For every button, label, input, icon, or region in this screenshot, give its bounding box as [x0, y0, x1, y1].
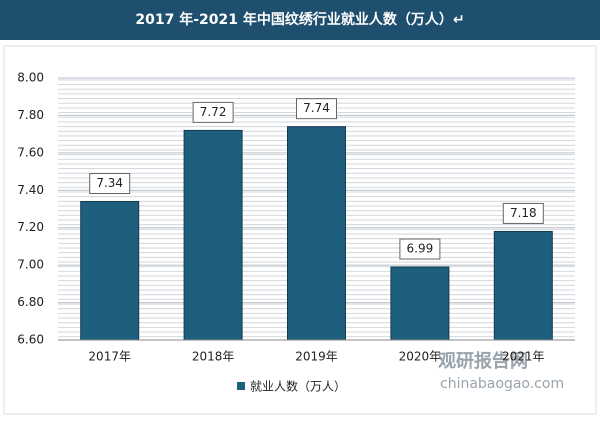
- x-tick-label: 2019年: [295, 350, 338, 364]
- y-tick-label: 8.00: [17, 71, 44, 85]
- value-label: 7.18: [510, 206, 537, 220]
- chart-title: 2017 年-2021 年中国纹绣行业就业人数（万人）↵: [135, 11, 464, 28]
- watermark-brand: 观研报告网: [438, 350, 528, 372]
- value-label: 7.74: [303, 101, 330, 115]
- value-label-box: [502, 202, 544, 224]
- value-label-box: [399, 238, 441, 260]
- x-tick-label: 2017年: [88, 350, 131, 364]
- y-tick-label: 6.60: [17, 333, 44, 347]
- bar: [80, 201, 140, 341]
- value-label-box: [296, 98, 337, 120]
- value-label-box: [89, 173, 131, 195]
- value-label: 6.99: [407, 242, 434, 256]
- x-tick-label: 2020年: [399, 350, 442, 364]
- bar: [287, 126, 346, 341]
- legend-swatch: [237, 382, 245, 390]
- y-tick-label: 7.40: [17, 183, 44, 197]
- y-tick-label: 7.80: [17, 108, 44, 122]
- title-bar: [0, 0, 600, 40]
- y-tick-label: 7.60: [17, 145, 44, 159]
- y-tick-label: 7.00: [17, 258, 44, 272]
- bar: [390, 266, 450, 341]
- legend: 就业人数（万人）: [237, 379, 346, 394]
- chart-frame: [3, 45, 597, 415]
- bar: [183, 129, 243, 341]
- bar: [493, 230, 553, 341]
- watermark-site: chinabaogao.com: [440, 376, 564, 392]
- legend-label: 就业人数（万人）: [250, 379, 346, 394]
- x-tick-label: 2021年: [502, 350, 545, 364]
- value-label: 7.34: [96, 176, 123, 190]
- y-tick-label: 6.80: [17, 295, 44, 309]
- y-tick-label: 7.20: [17, 220, 44, 234]
- x-tick-label: 2018年: [192, 350, 235, 364]
- value-label: 7.72: [200, 105, 227, 119]
- value-label-box: [192, 101, 234, 123]
